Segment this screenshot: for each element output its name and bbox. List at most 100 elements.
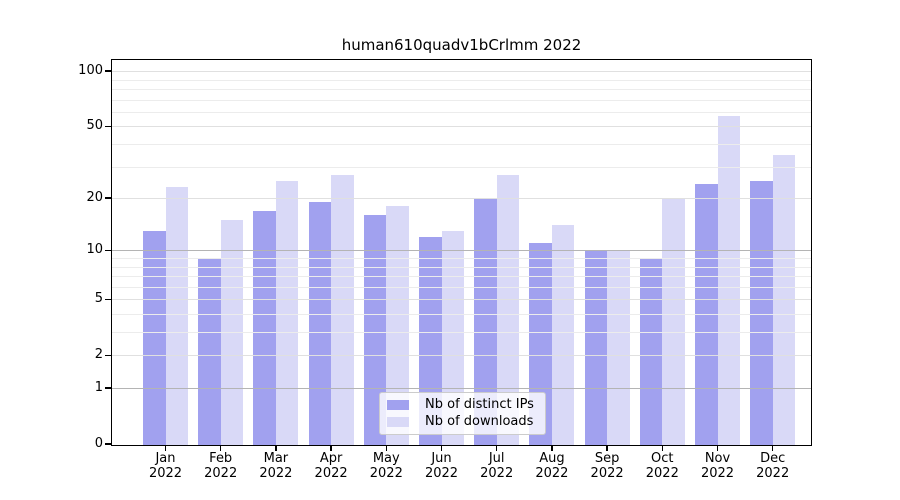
y-tick-label-20: 20 xyxy=(86,190,103,206)
bar-downloads-Oct xyxy=(662,198,685,445)
x-tick-year-Aug: 2022 xyxy=(535,466,569,481)
y-tick-5 xyxy=(105,298,111,300)
bar-distinct-ips-Apr xyxy=(308,202,332,445)
gridline-50 xyxy=(112,126,811,128)
x-tick-Jan xyxy=(164,446,167,451)
x-tick-label-Aug: Aug 2022 xyxy=(524,451,580,481)
x-tick-Mar xyxy=(275,446,277,451)
chart-title: human610quadv1bCrlmm 2022 xyxy=(341,36,582,54)
bar-downloads-Jun xyxy=(441,230,464,445)
y-tick-label-2: 2 xyxy=(94,347,103,363)
x-tick-month-Jun: Jun xyxy=(431,451,452,466)
x-tick-Dec xyxy=(771,446,774,451)
legend-label-downloads: Nb of downloads xyxy=(425,414,534,430)
x-tick-label-Jul: Jul 2022 xyxy=(469,451,525,481)
legend-label-distinct-ips: Nb of distinct IPs xyxy=(425,396,534,412)
plot-area xyxy=(112,60,811,445)
x-tick-May xyxy=(385,446,388,451)
y-tick-100 xyxy=(105,70,111,72)
x-tick-label-Nov: Nov 2022 xyxy=(690,451,746,481)
x-tick-Feb xyxy=(219,446,222,451)
x-tick-year-Apr: 2022 xyxy=(314,466,348,481)
x-tick-year-Oct: 2022 xyxy=(645,466,679,481)
minor-gridline-8 xyxy=(112,266,811,268)
y-tick-label-0: 0 xyxy=(94,436,103,451)
bar-distinct-ips-Sep xyxy=(584,250,608,445)
grid-layer xyxy=(112,60,811,445)
bar-downloads-Sep xyxy=(607,250,630,445)
y-tick-20 xyxy=(105,197,111,199)
legend-swatch-distinct-ips xyxy=(387,399,409,410)
legend-item-downloads: Nb of downloads xyxy=(380,415,545,429)
y-tick-label-5: 5 xyxy=(94,291,103,307)
x-tick-label-Jun: Jun 2022 xyxy=(414,451,470,481)
x-tick-year-Jul: 2022 xyxy=(480,466,514,481)
x-tick-month-Sep: Sep xyxy=(594,451,620,466)
gridline-100 xyxy=(112,71,811,73)
x-tick-label-Sep: Sep 2022 xyxy=(579,451,635,481)
x-tick-Jul xyxy=(495,446,498,451)
gridline-5 xyxy=(112,299,811,301)
bar-downloads-May xyxy=(386,206,409,445)
x-tick-month-Jul: Jul xyxy=(488,451,505,466)
y-tick-0 xyxy=(105,443,111,445)
x-tick-year-Jan: 2022 xyxy=(148,466,183,481)
y-tick-label-1: 1 xyxy=(94,380,103,395)
bar-distinct-ips-Oct xyxy=(639,258,663,445)
bar-downloads-Mar xyxy=(275,180,299,445)
x-tick-Nov xyxy=(716,446,719,451)
bar-distinct-ips-May xyxy=(363,215,387,445)
bar-downloads-Aug xyxy=(551,225,575,445)
minor-gridline-40 xyxy=(112,144,811,146)
x-tick-Aug xyxy=(551,446,553,451)
x-tick-year-May: 2022 xyxy=(369,466,403,481)
gridline-10 xyxy=(112,250,811,252)
y-tick-10 xyxy=(105,249,111,252)
x-tick-Jun xyxy=(440,446,443,451)
minor-gridline-4 xyxy=(112,313,811,315)
x-tick-label-Feb: Feb 2022 xyxy=(193,451,249,481)
x-tick-month-Mar: Mar xyxy=(263,451,289,466)
bar-distinct-ips-Jul xyxy=(474,198,497,445)
x-tick-Oct xyxy=(661,446,664,451)
bar-distinct-ips-Jan xyxy=(143,230,166,445)
bar-downloads-Apr xyxy=(331,174,354,445)
x-tick-label-Jan: Jan 2022 xyxy=(138,451,194,481)
x-tick-month-Apr: Apr xyxy=(319,451,343,466)
gridline-1 xyxy=(112,388,811,389)
bar-distinct-ips-Dec xyxy=(750,180,773,445)
legend-swatch-downloads xyxy=(387,417,409,428)
minor-gridline-7 xyxy=(112,276,811,278)
bar-distinct-ips-Feb xyxy=(198,258,221,445)
y-tick-label-50: 50 xyxy=(86,118,103,134)
x-tick-label-Mar: Mar 2022 xyxy=(248,451,304,481)
bar-distinct-ips-Mar xyxy=(253,210,276,445)
x-tick-label-May: May 2022 xyxy=(358,451,414,481)
gridline-20 xyxy=(112,198,811,200)
x-tick-month-Feb: Feb xyxy=(209,451,233,466)
minor-gridline-3 xyxy=(112,332,811,334)
minor-gridline-70 xyxy=(112,99,811,101)
x-tick-month-Jan: Jan xyxy=(155,451,176,466)
x-tick-label-Apr: Apr 2022 xyxy=(303,451,359,481)
minor-gridline-9 xyxy=(112,258,811,259)
minor-gridline-6 xyxy=(112,286,811,288)
x-tick-month-May: May xyxy=(372,451,400,466)
x-tick-year-Sep: 2022 xyxy=(590,466,624,481)
y-tick-50 xyxy=(105,125,111,128)
y-tick-2 xyxy=(105,354,111,356)
x-tick-year-Mar: 2022 xyxy=(259,466,293,481)
x-tick-month-Aug: Aug xyxy=(539,451,565,466)
x-tick-label-Dec: Dec 2022 xyxy=(745,451,801,481)
y-tick-label-100: 100 xyxy=(78,63,103,79)
x-tick-month-Oct: Oct xyxy=(651,451,674,466)
x-tick-year-Feb: 2022 xyxy=(204,466,238,481)
minor-gridline-60 xyxy=(112,111,811,113)
bar-downloads-Jan xyxy=(165,187,188,445)
minor-gridline-30 xyxy=(112,166,811,168)
x-tick-month-Nov: Nov xyxy=(704,451,731,466)
legend-item-distinct-ips: Nb of distinct IPs xyxy=(380,396,545,412)
y-tick-1 xyxy=(105,387,111,389)
gridline-2 xyxy=(112,355,811,357)
